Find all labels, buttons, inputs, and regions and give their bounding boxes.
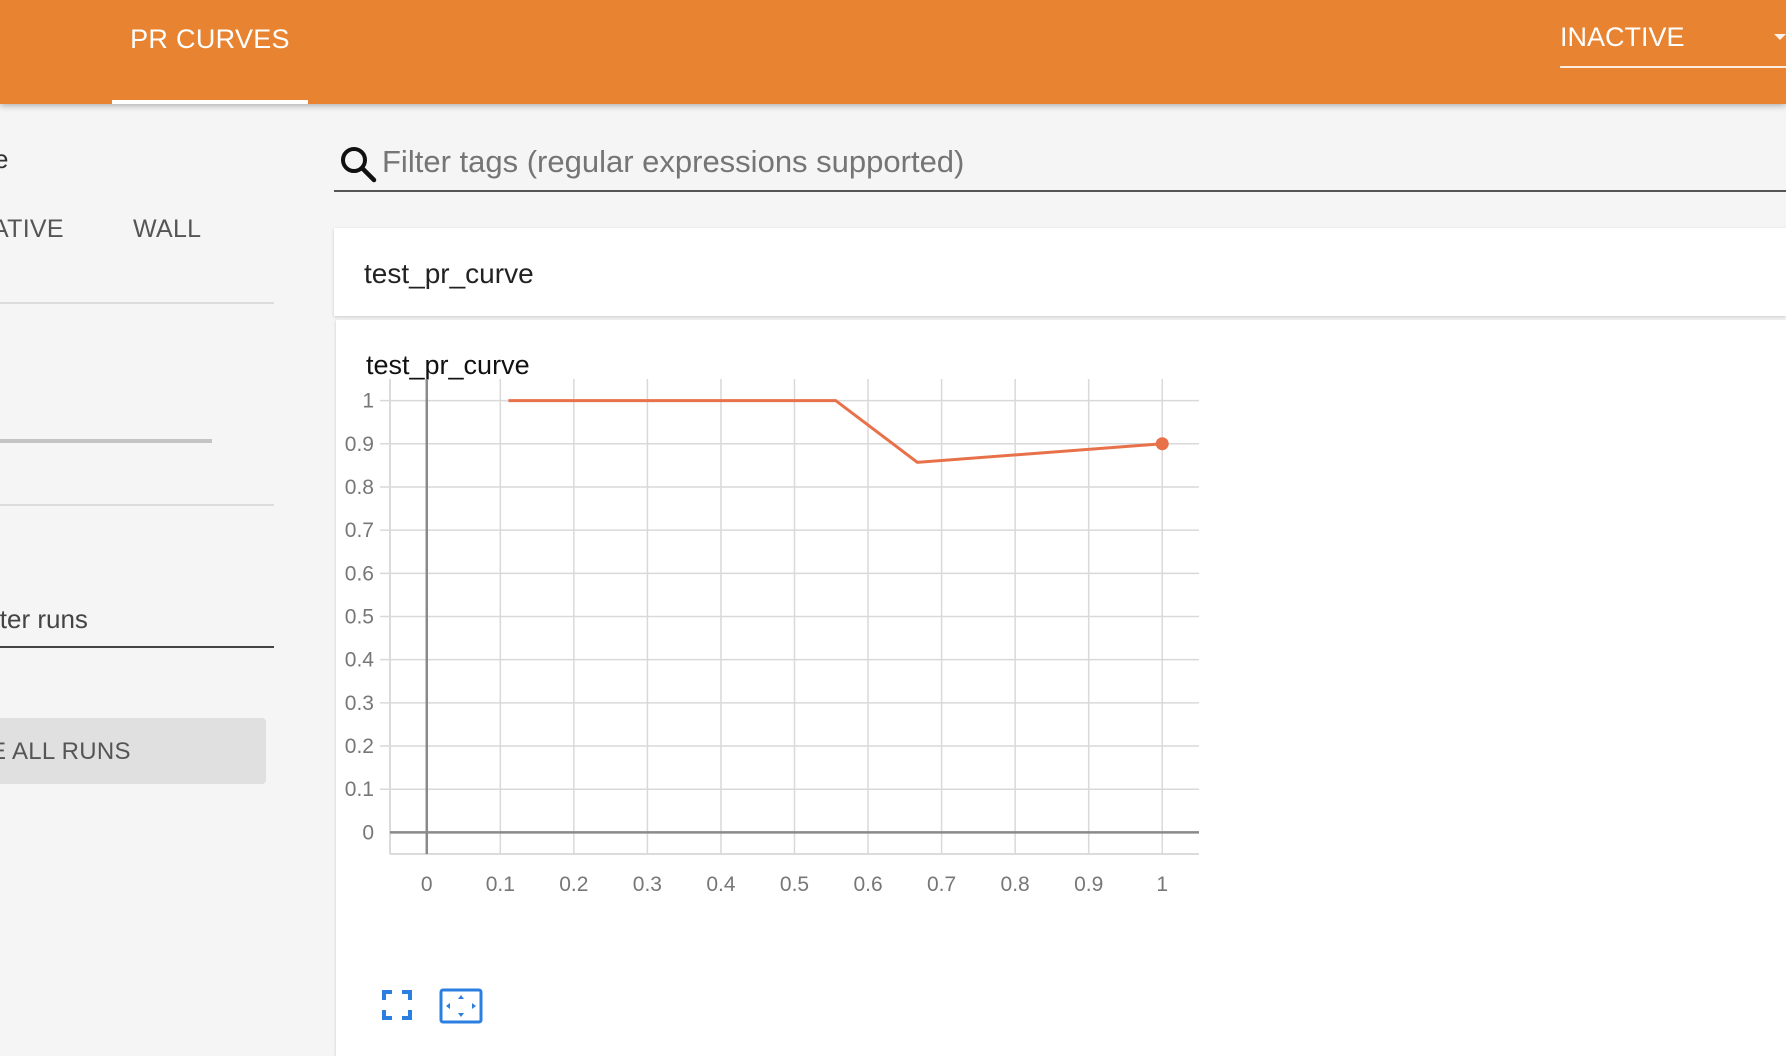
sidebar: e ATIVE WALL lter runs E ALL RUNS — [0, 104, 300, 1056]
active-tab-indicator — [112, 100, 308, 104]
chart-title: test_pr_curve — [366, 350, 530, 380]
x-tick-label: 0.6 — [853, 873, 882, 896]
tab-pr-curves[interactable]: PR CURVES — [112, 0, 308, 104]
sidebar-divider — [0, 302, 274, 304]
y-tick-label: 0.8 — [345, 476, 374, 499]
top-toolbar: PR CURVES INACTIVE — [0, 0, 1786, 104]
x-tick-label: 0.4 — [706, 873, 736, 896]
filter-runs-input[interactable]: lter runs — [0, 590, 274, 648]
x-tick-label: 1 — [1156, 873, 1168, 896]
series-endpoint — [1155, 437, 1169, 451]
chevron-down-icon — [1774, 34, 1786, 40]
inactive-dashboards-select[interactable]: INACTIVE — [1560, 20, 1786, 68]
x-tick-label: 0.7 — [927, 873, 956, 896]
y-tick-label: 0.3 — [345, 692, 374, 715]
y-tick-label: 0.2 — [345, 735, 374, 758]
time-option-wall[interactable]: WALL — [133, 215, 202, 243]
x-tick-label: 0.5 — [780, 873, 809, 896]
toggle-all-runs-button[interactable]: E ALL RUNS — [0, 718, 266, 784]
x-tick-label: 0 — [421, 873, 433, 896]
x-tick-label: 0.9 — [1074, 873, 1103, 896]
tag-filter-placeholder: Filter tags (regular expressions support… — [382, 144, 965, 179]
category-title: test_pr_curve — [364, 258, 534, 289]
sidebar-divider — [0, 504, 274, 506]
filter-runs-placeholder: lter runs — [0, 604, 88, 634]
slider-track[interactable] — [0, 439, 212, 443]
x-tick-label: 0.1 — [486, 873, 515, 896]
search-icon — [341, 147, 377, 183]
tab-pr-curves-label: PR CURVES — [130, 24, 290, 54]
series-line — [508, 399, 1163, 464]
inactive-select-value: INACTIVE — [1560, 22, 1685, 52]
pr-curve-chart[interactable]: 0 0.1 0.2 0.3 0.4 0.5 0.6 0.7 0.8 0.9 1 0 0.1 0.2 0.3 0… — [336, 320, 1786, 1056]
y-tick-label: 0.7 — [345, 519, 374, 542]
fit-domain-icon[interactable] — [439, 988, 483, 1024]
toggle-all-runs-label: E ALL RUNS — [0, 738, 131, 765]
y-tick-label: 0.6 — [345, 562, 374, 585]
y-tick-label: 1 — [362, 390, 374, 413]
x-tick-label: 0.2 — [559, 873, 588, 896]
chart-card: test_pr_curve 0 0.1 0.2 0.3 0.4 0.5 0.6 0.7 0.8 0… — [336, 320, 1786, 1056]
expand-icon[interactable] — [382, 990, 412, 1020]
y-tick-label: 0.5 — [345, 606, 374, 629]
y-tick-label: 0.9 — [345, 433, 374, 456]
y-tick-label: 0 — [362, 821, 374, 844]
category-header[interactable]: test_pr_curve — [334, 228, 1786, 316]
sidebar-heading: e — [0, 144, 9, 174]
time-option-relative[interactable]: ATIVE — [0, 215, 64, 243]
y-tick-label: 0.4 — [345, 649, 375, 672]
x-tick-label: 0.3 — [633, 873, 662, 896]
y-tick-label: 0.1 — [345, 778, 374, 801]
tag-filter-input[interactable]: Filter tags (regular expressions support… — [334, 138, 1786, 192]
x-tick-label: 0.8 — [1001, 873, 1030, 896]
